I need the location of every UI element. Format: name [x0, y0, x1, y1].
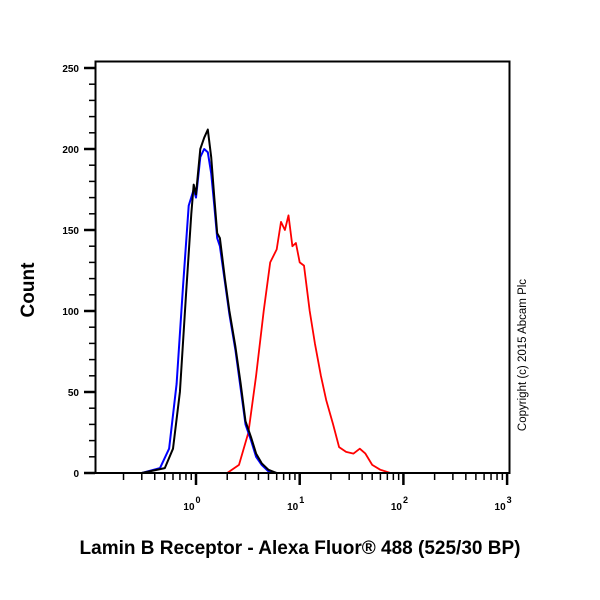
x-tick-label: 100 — [183, 495, 200, 513]
x-tick-label: 102 — [391, 495, 408, 513]
y-tick-label: 0 — [73, 469, 79, 480]
x-axis: 100 101 102 103 — [122, 474, 512, 513]
x-tick-label: 103 — [495, 495, 512, 513]
x-axis-label: Lamin B Receptor - Alexa Fluor® 488 (525… — [79, 538, 521, 559]
y-axis: 0 50 100 150 200 250 — [62, 64, 95, 480]
series-blue — [96, 148, 508, 474]
y-axis-label: Count — [18, 262, 39, 318]
y-tick-label: 200 — [62, 145, 79, 156]
y-tick-label: 50 — [68, 388, 80, 399]
series-red — [96, 214, 508, 474]
x-tick-label: 101 — [287, 495, 304, 513]
series-black — [96, 128, 508, 474]
y-tick-label: 150 — [62, 226, 79, 237]
copyright-notice: Copyright (c) 2015 Abcam Plc — [517, 278, 529, 432]
y-tick-label: 250 — [62, 64, 79, 75]
y-tick-label: 100 — [62, 307, 79, 318]
histogram-curves — [96, 128, 508, 474]
plot-frame — [94, 60, 511, 474]
